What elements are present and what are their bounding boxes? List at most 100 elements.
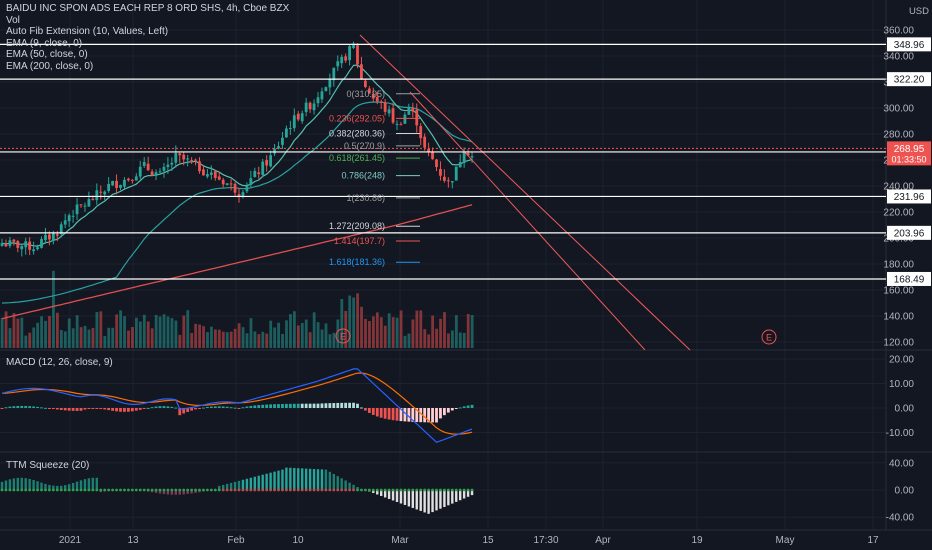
- macd-bar: [209, 406, 213, 408]
- ttm-squeeze-dots: [0, 488, 474, 492]
- macd-bar: [103, 408, 107, 410]
- volume-bar: [56, 312, 59, 348]
- macd-bar: [261, 404, 265, 408]
- fib-levels: 0(310.95) 0.236(292.05) 0.382(280.36) 0.5(2…: [329, 89, 420, 267]
- macd-bar: [174, 407, 178, 409]
- macd-bar: [123, 408, 126, 412]
- fib-label: 0.5(270.9): [344, 141, 385, 151]
- earnings-circle: [761, 329, 777, 345]
- ttm-dot: [340, 488, 344, 492]
- candle-body: [134, 176, 138, 181]
- candle-body: [146, 163, 150, 171]
- ttm-bar: [423, 490, 426, 513]
- ttm-dot: [91, 488, 95, 492]
- macd-bar: [312, 403, 316, 408]
- ttm-dot: [186, 488, 190, 492]
- ttm-bar: [407, 490, 411, 507]
- volume-bars: [0, 270, 474, 348]
- macd-bar: [198, 408, 201, 409]
- macd-bar: [48, 408, 51, 409]
- indicator-ema9[interactable]: EMA (9, close, 0): [6, 37, 83, 49]
- candle-body: [399, 124, 403, 126]
- ttm-bar: [71, 482, 75, 490]
- volume-bar: [285, 320, 288, 348]
- ttm-dot: [16, 488, 20, 492]
- ttm-dot: [415, 488, 419, 492]
- macd-bar: [439, 408, 442, 419]
- candle-body: [253, 170, 257, 177]
- ttm-dot: [202, 488, 205, 492]
- indicator-ema200[interactable]: EMA (200, close, 0): [6, 60, 94, 72]
- macd-bar: [454, 408, 458, 409]
- macd-bar: [44, 407, 47, 409]
- ttm-dot: [336, 488, 340, 492]
- candle-body: [8, 240, 12, 247]
- macd-bar: [115, 408, 118, 412]
- volume-bar: [447, 333, 450, 348]
- level-label: 322.20: [887, 72, 931, 87]
- candle-body: [67, 215, 71, 222]
- candle-body: [403, 114, 407, 124]
- ttm-tick-label: -40.00: [886, 513, 915, 524]
- price-tick-label: 300.00: [883, 104, 914, 115]
- macd-legend[interactable]: MACD (12, 26, close, 9): [6, 357, 113, 368]
- ttm-legend[interactable]: TTM Squeeze (20): [6, 460, 90, 471]
- ttm-bar: [285, 467, 288, 490]
- earnings-marker: E: [335, 328, 351, 344]
- ttm-bar: [174, 490, 177, 495]
- ttm-dot: [383, 488, 387, 492]
- candle-body: [312, 103, 316, 111]
- ttm-dot: [36, 488, 39, 492]
- ttm-bar: [289, 467, 292, 490]
- symbol-title[interactable]: BAIDU INC SPON ADS EACH REP 8 ORD SHS, 4…: [6, 3, 290, 14]
- ttm-dot: [146, 488, 150, 492]
- ttm-bar: [12, 478, 16, 490]
- ttm-dot: [99, 488, 103, 492]
- volume-bar: [233, 328, 237, 348]
- level-label-box: [887, 225, 931, 240]
- time-tick-label: 2021: [59, 535, 82, 546]
- candle-body: [127, 178, 130, 181]
- volume-bar: [146, 321, 150, 348]
- indicator-vol[interactable]: Vol: [6, 14, 20, 26]
- volume-bar: [411, 319, 415, 348]
- main-legend: BAIDU INC SPON ADS EACH REP 8 ORD SHS, 4…: [6, 3, 289, 72]
- ttm-dot: [8, 488, 12, 492]
- candle-body: [79, 204, 83, 206]
- volume-bar: [221, 331, 225, 348]
- ttm-bar: [435, 490, 438, 511]
- price-tick-label: 160.00: [883, 286, 914, 297]
- macd-bar: [407, 408, 411, 422]
- macd-bar: [170, 406, 174, 408]
- macd-bar: [352, 402, 355, 408]
- ttm-dot: [174, 488, 178, 492]
- macd-bar: [107, 408, 111, 411]
- volume-bar: [296, 325, 300, 348]
- volume-bar: [368, 321, 371, 348]
- ttm-bar: [170, 490, 174, 495]
- candle-body: [371, 94, 375, 99]
- candle-body: [142, 162, 146, 166]
- volume-bar: [71, 328, 75, 348]
- volume-bar: [138, 321, 142, 348]
- indicator-fib[interactable]: Auto Fib Extension (10, Values, Left): [6, 26, 169, 37]
- volume-bar: [206, 332, 209, 348]
- macd-bar: [462, 406, 466, 408]
- candle-body: [130, 179, 134, 181]
- candle-body: [209, 172, 213, 175]
- macd-bar: [127, 408, 130, 412]
- macd-bar: [162, 406, 166, 408]
- volume-bar: [210, 326, 213, 348]
- macd-bar: [399, 408, 403, 422]
- macd-bar: [356, 403, 359, 408]
- candle-body: [391, 108, 395, 123]
- indicator-ema50[interactable]: EMA (50, close, 0): [6, 49, 88, 60]
- candle-body: [454, 166, 458, 181]
- level-label-box: [887, 72, 931, 87]
- ttm-bar: [28, 478, 31, 490]
- candle-body: [261, 161, 265, 175]
- fib-label: 1.272(209.08): [329, 221, 385, 231]
- ttm-dot: [423, 488, 427, 492]
